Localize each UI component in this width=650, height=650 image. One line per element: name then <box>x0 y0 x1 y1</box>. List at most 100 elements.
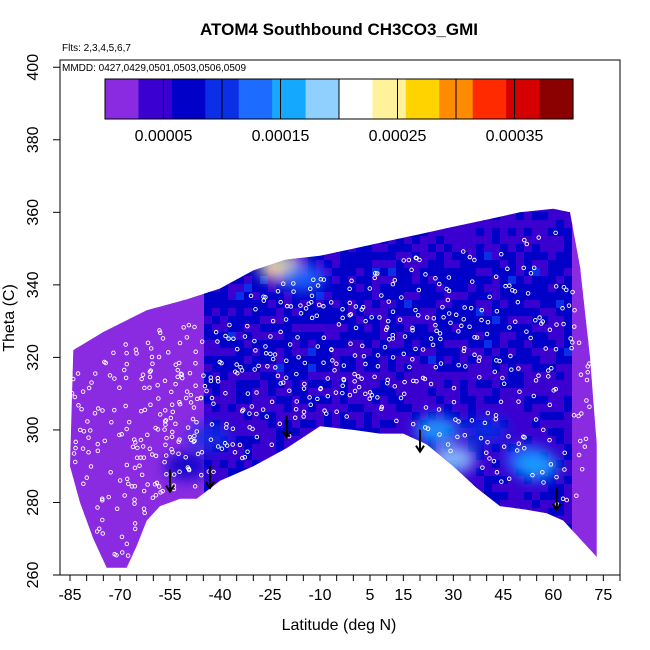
field-cell <box>444 132 453 141</box>
field-cell <box>404 420 413 429</box>
field-cell <box>204 364 213 373</box>
field-cell <box>604 164 613 173</box>
field-cell <box>70 436 77 445</box>
field-cell <box>540 208 549 213</box>
field-cell <box>100 260 109 269</box>
field-cell <box>436 540 445 549</box>
field-cell <box>308 60 317 69</box>
sample-point <box>407 364 412 370</box>
field-cell <box>604 428 613 437</box>
field-cell <box>316 164 325 173</box>
field-cell <box>196 180 205 189</box>
field-cell <box>100 436 109 445</box>
field-cell <box>476 208 485 213</box>
field-cell <box>404 188 413 197</box>
field-cell <box>556 444 565 453</box>
field-cell <box>476 236 485 245</box>
field-cell <box>428 500 437 509</box>
field-cell <box>540 412 549 421</box>
field-cell <box>596 196 605 205</box>
field-cell <box>68 84 77 93</box>
field-cell <box>172 260 181 269</box>
field-cell <box>324 316 333 325</box>
sample-point <box>69 390 75 396</box>
field-cell <box>92 236 101 245</box>
field-cell <box>228 428 237 437</box>
field-cell <box>340 132 349 141</box>
field-cell <box>556 220 565 229</box>
field-cell <box>388 332 397 341</box>
field-cell <box>468 364 477 373</box>
field-cell <box>540 212 549 221</box>
sample-point <box>163 442 168 448</box>
field-cell <box>236 476 245 485</box>
field-cell <box>188 516 197 525</box>
field-cell <box>116 236 125 245</box>
field-cell <box>476 244 485 253</box>
field-cell <box>228 300 237 309</box>
field-cell <box>148 276 157 285</box>
field-cell <box>612 324 621 333</box>
field-cell <box>332 372 341 381</box>
field-cell <box>468 468 477 477</box>
field-cell <box>604 252 613 261</box>
field-cell <box>500 156 509 165</box>
field-cell <box>412 356 421 365</box>
field-cell <box>324 292 333 301</box>
field-cell <box>180 380 189 389</box>
field-cell <box>548 140 557 149</box>
field-cell <box>372 492 381 501</box>
field-cell <box>412 468 421 477</box>
field-cell <box>60 524 69 533</box>
field-cell <box>364 508 373 517</box>
field-cell <box>420 380 429 389</box>
field-cell <box>164 412 173 421</box>
field-cell <box>300 516 309 525</box>
field-cell <box>292 452 301 461</box>
field-cell <box>420 228 429 237</box>
sample-point <box>70 376 76 382</box>
field-cell <box>92 260 101 269</box>
sample-point <box>402 334 408 339</box>
field-cell <box>148 516 157 525</box>
field-cell <box>108 188 117 197</box>
field-cell <box>124 356 133 365</box>
field-cell <box>380 300 389 309</box>
field-cell <box>348 468 357 477</box>
field-cell <box>508 492 517 501</box>
field-cell <box>500 212 509 221</box>
field-cell <box>556 316 565 325</box>
field-cell <box>70 228 77 237</box>
field-cell <box>444 500 453 509</box>
field-cell <box>372 220 381 229</box>
field-cell <box>316 524 325 533</box>
field-cell <box>180 356 189 365</box>
field-cell <box>404 372 413 381</box>
field-cell <box>420 236 429 245</box>
field-cell <box>348 164 357 173</box>
field-cell <box>396 380 405 389</box>
field-cell <box>70 324 77 333</box>
field-cell <box>308 460 317 469</box>
field-cell <box>540 372 549 381</box>
field-cell <box>492 220 501 229</box>
field-cell <box>204 532 213 541</box>
field-cell <box>252 532 261 541</box>
field-cell <box>100 492 109 501</box>
field-cell <box>196 220 205 229</box>
field-cell <box>596 156 605 165</box>
field-cell <box>476 444 485 453</box>
field-cell <box>524 164 533 173</box>
field-cell <box>596 484 597 493</box>
field-cell <box>164 292 173 301</box>
field-cell <box>436 268 445 277</box>
field-cell <box>372 276 381 285</box>
field-cell <box>484 396 493 405</box>
field-cell <box>604 228 613 237</box>
field-cell <box>524 228 533 237</box>
field-cell <box>580 124 589 133</box>
field-cell <box>364 548 373 557</box>
sample-point <box>123 403 128 409</box>
field-cell <box>324 324 333 333</box>
field-cell <box>76 228 85 237</box>
